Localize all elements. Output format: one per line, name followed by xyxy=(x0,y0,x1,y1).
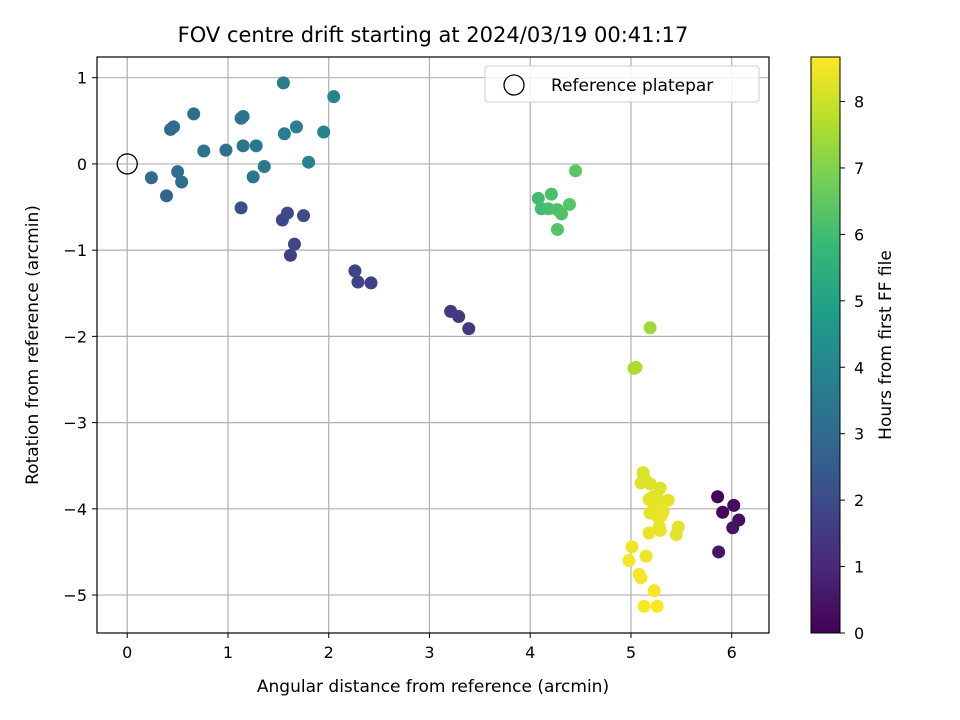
colorbar-tick-label: 7 xyxy=(854,159,864,178)
x-tick-label: 1 xyxy=(223,643,233,662)
y-tick-label: −2 xyxy=(63,327,87,346)
legend-marker-icon xyxy=(503,74,525,96)
data-point xyxy=(625,540,639,554)
data-point xyxy=(327,90,341,104)
reference-platepar-marker xyxy=(116,153,138,175)
data-point xyxy=(629,360,643,374)
y-tick-label: −4 xyxy=(63,500,87,519)
colorbar-tick-label: 5 xyxy=(854,292,864,311)
data-point xyxy=(727,498,741,512)
colorbar-tick-label: 1 xyxy=(854,558,864,577)
colorbar-tick-label: 8 xyxy=(854,93,864,112)
colorbar-label: Hours from first FF file xyxy=(876,250,896,440)
data-point xyxy=(280,206,294,220)
data-point xyxy=(643,477,657,491)
x-axis-ticks: 0 1 2 3 4 5 6 xyxy=(122,633,737,662)
reference-marker-layer xyxy=(116,153,138,175)
y-axis-label: Rotation from reference (arcmin) xyxy=(23,205,43,485)
data-point xyxy=(351,275,365,289)
data-point xyxy=(452,310,466,324)
data-point xyxy=(726,521,740,535)
data-point xyxy=(569,164,583,178)
data-point xyxy=(197,144,211,158)
data-point xyxy=(249,139,263,153)
x-tick-label: 6 xyxy=(727,643,737,662)
x-tick-label: 4 xyxy=(525,643,535,662)
data-point xyxy=(289,120,303,134)
data-point xyxy=(654,509,668,523)
data-point xyxy=(712,545,726,559)
data-point xyxy=(634,571,648,585)
data-point xyxy=(550,222,564,236)
data-point xyxy=(531,191,545,205)
data-point xyxy=(302,155,316,169)
data-point xyxy=(622,554,636,568)
data-point xyxy=(297,209,311,223)
data-point xyxy=(711,490,725,504)
legend: Reference platepar xyxy=(484,65,760,103)
data-point xyxy=(716,505,730,519)
data-points xyxy=(144,76,746,613)
data-point xyxy=(563,197,577,211)
data-point xyxy=(653,481,667,495)
data-point xyxy=(462,322,476,336)
x-tick-label: 5 xyxy=(626,643,636,662)
data-point xyxy=(236,109,250,123)
colorbar-tick-label: 2 xyxy=(854,491,864,510)
colorbar: 0 1 2 3 4 5 6 7 8 Hours from first FF file xyxy=(810,56,896,643)
colorbar-tick-label: 4 xyxy=(854,358,864,377)
data-point xyxy=(246,170,260,184)
data-point xyxy=(653,523,667,537)
x-tick-label: 0 xyxy=(122,643,132,662)
x-tick-label: 2 xyxy=(324,643,334,662)
data-point xyxy=(650,599,664,613)
colorbar-tick-label: 0 xyxy=(854,624,864,643)
data-point xyxy=(364,276,378,290)
data-point xyxy=(287,237,301,251)
data-point xyxy=(647,584,661,598)
x-tick-label: 3 xyxy=(424,643,434,662)
data-point xyxy=(219,143,233,157)
data-point xyxy=(167,120,181,134)
data-point xyxy=(257,160,271,174)
x-axis-label: Angular distance from reference (arcmin) xyxy=(257,677,609,697)
data-point xyxy=(283,248,297,262)
data-point xyxy=(187,107,201,121)
data-point xyxy=(171,165,185,179)
legend-label: Reference platepar xyxy=(551,76,713,96)
data-point xyxy=(276,76,290,90)
data-point xyxy=(317,125,331,139)
chart-title: FOV centre drift starting at 2024/03/19 … xyxy=(178,23,689,47)
colorbar-ticks: 0 1 2 3 4 5 6 7 8 xyxy=(840,93,864,643)
data-point xyxy=(348,264,362,278)
data-point xyxy=(661,493,675,507)
data-point xyxy=(277,127,291,141)
y-tick-label: −5 xyxy=(63,586,87,605)
colorbar-tick-label: 6 xyxy=(854,225,864,244)
data-point xyxy=(175,175,189,189)
colorbar-gradient xyxy=(810,56,841,634)
data-point xyxy=(642,526,656,540)
data-point xyxy=(639,549,653,563)
data-point xyxy=(554,207,568,221)
plot-frame xyxy=(96,56,770,634)
data-point xyxy=(160,189,174,203)
legend-box xyxy=(484,65,760,103)
y-tick-label: −1 xyxy=(63,241,87,260)
data-point xyxy=(234,201,248,215)
data-point xyxy=(236,139,250,153)
data-point xyxy=(637,599,651,613)
data-point xyxy=(144,171,158,185)
data-point xyxy=(669,528,683,542)
y-tick-label: 1 xyxy=(77,69,87,88)
y-tick-label: −3 xyxy=(63,414,87,433)
y-axis-ticks: 1 0 −1 −2 −3 −4 −5 xyxy=(63,69,97,605)
colorbar-tick-label: 3 xyxy=(854,425,864,444)
data-point xyxy=(643,321,657,335)
y-tick-label: 0 xyxy=(77,155,87,174)
grid xyxy=(97,57,769,633)
data-point xyxy=(544,187,558,201)
